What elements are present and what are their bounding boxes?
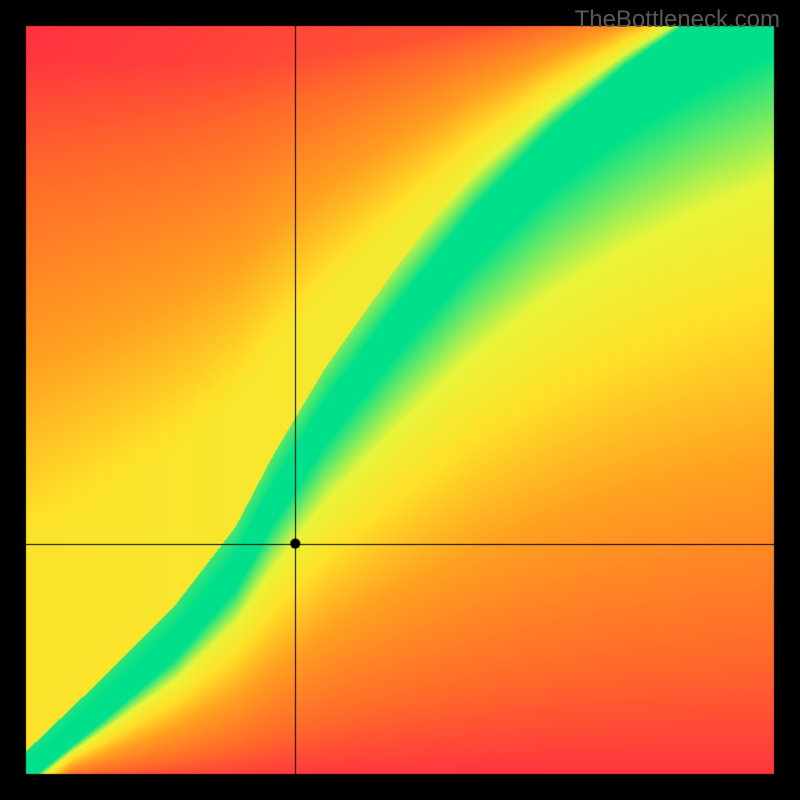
chart-container: { "watermark": { "text": "TheBottleneck.… [0,0,800,800]
watermark-text: TheBottleneck.com [575,6,780,34]
bottleneck-heatmap [0,0,800,800]
